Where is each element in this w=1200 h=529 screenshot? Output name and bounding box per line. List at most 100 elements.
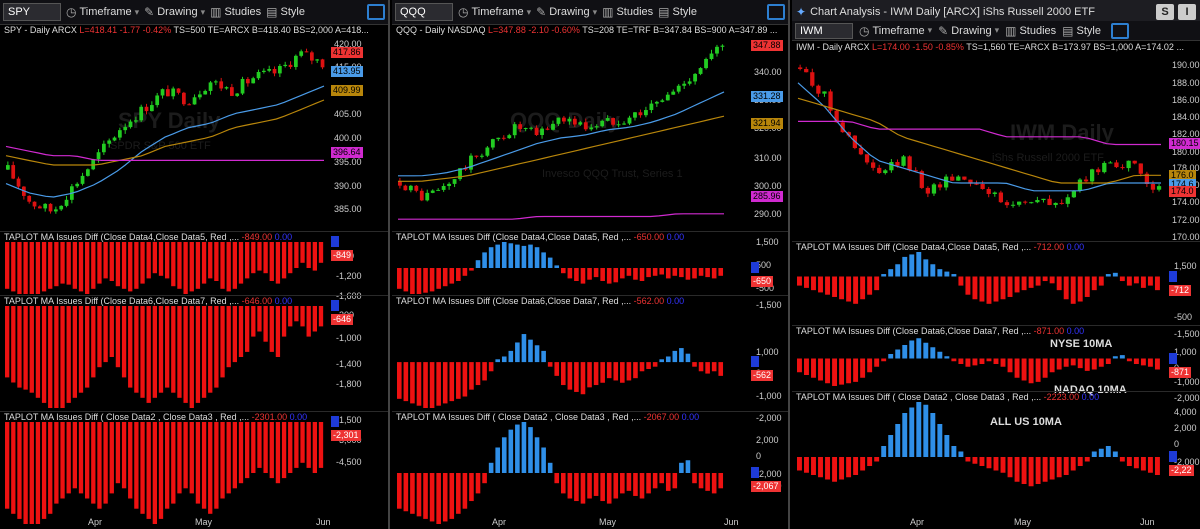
histogram-bar	[1105, 358, 1111, 364]
histogram-bar	[895, 349, 901, 359]
study-histogram[interactable]	[392, 242, 730, 304]
candle-body	[816, 85, 821, 94]
histogram-bar	[220, 422, 225, 499]
histogram-bar	[91, 242, 96, 289]
histogram-bar	[587, 268, 592, 280]
candle-body	[463, 168, 468, 170]
candle-body	[980, 184, 985, 189]
histogram-bar	[152, 422, 157, 524]
histogram-bar	[152, 306, 157, 398]
price-tick: 395.00	[334, 157, 362, 167]
chart-panel-iwm[interactable]: ✦ Chart Analysis - IWM Daily [ARCX] iShs…	[792, 0, 1200, 529]
histogram-bar	[456, 362, 461, 399]
style-button[interactable]: ▤ Style	[1062, 23, 1101, 38]
studies-button[interactable]: ▥ Studies	[602, 5, 654, 19]
study-tick: -1,400	[336, 359, 362, 369]
histogram-bar	[508, 429, 514, 473]
timeframe-button[interactable]: ◷ Timeframe ▾	[66, 5, 140, 19]
study-histogram[interactable]	[792, 336, 1167, 396]
price-chart[interactable]	[792, 52, 1167, 237]
histogram-bar	[429, 362, 435, 408]
study-histogram[interactable]	[392, 306, 730, 418]
histogram-bar	[574, 268, 579, 281]
study-tick: -1,200	[336, 271, 362, 281]
histogram-bar	[245, 242, 250, 279]
histogram-bar	[312, 306, 317, 332]
study-histogram[interactable]	[792, 252, 1167, 332]
symbol-input[interactable]	[395, 3, 453, 21]
candle-body	[840, 122, 845, 133]
symbol-input[interactable]	[3, 3, 61, 21]
drawing-button[interactable]: ✎ Drawing ▾	[536, 5, 598, 19]
price-tag: 409.99	[331, 85, 363, 96]
histogram-bar	[195, 242, 201, 289]
histogram-bar	[294, 242, 299, 268]
histogram-bar	[29, 422, 34, 524]
studies-button[interactable]: ▥ Studies	[210, 5, 262, 19]
link-i-button[interactable]: I	[1178, 4, 1196, 20]
histogram-bar	[189, 242, 194, 292]
clock-icon: ◷	[859, 23, 870, 38]
study-tick: -1,600	[336, 291, 362, 301]
histogram-bar	[397, 362, 402, 399]
style-button[interactable]: ▤ Style	[266, 5, 305, 19]
histogram-bar	[818, 358, 823, 381]
study-annotation: NADAQ 10MA	[1054, 384, 1127, 396]
histogram-bar	[201, 306, 207, 398]
study-histogram[interactable]	[792, 402, 1167, 512]
layout-icon[interactable]	[767, 4, 785, 20]
symbol-input[interactable]	[795, 22, 853, 39]
zero-marker	[331, 416, 339, 427]
drawing-button[interactable]: ✎ Drawing ▾	[938, 23, 1000, 38]
price-chart[interactable]	[392, 35, 730, 230]
histogram-bar	[48, 422, 53, 514]
study-histogram[interactable]	[0, 242, 330, 304]
candle-body	[578, 122, 583, 125]
histogram-bar	[103, 306, 108, 363]
layout-icon[interactable]	[1110, 22, 1129, 39]
histogram-bar	[692, 268, 697, 279]
histogram-bar	[846, 276, 852, 302]
histogram-bar	[275, 242, 281, 284]
candle-body	[715, 46, 719, 54]
moving-average-mid	[5, 99, 325, 166]
histogram-bar	[902, 413, 908, 457]
histogram-bar	[403, 473, 409, 512]
timeframe-button[interactable]: ◷ Timeframe ▾	[458, 5, 532, 19]
month-label: May	[599, 517, 617, 527]
study-value-tag: -2,22	[1169, 465, 1194, 476]
style-button[interactable]: ▤ Style	[658, 5, 697, 19]
link-s-button[interactable]: S	[1156, 4, 1174, 20]
candle-body	[589, 127, 594, 130]
layout-icon[interactable]	[367, 4, 385, 20]
price-chart[interactable]	[0, 35, 330, 230]
chart-panel-qqq[interactable]: ◷Timeframe▾ ✎Drawing▾ ▥Studies ▤Style QQ…	[392, 0, 790, 529]
histogram-bar	[410, 473, 415, 514]
study-histogram[interactable]	[392, 422, 730, 529]
candle-body	[123, 127, 128, 131]
candle-body	[86, 169, 90, 176]
histogram-bar	[449, 362, 455, 402]
studies-button[interactable]: ▥ Studies	[1005, 23, 1057, 38]
timeframe-button[interactable]: ◷ Timeframe ▾	[859, 23, 933, 38]
chart-panel-spy[interactable]: ◷Timeframe▾ ✎Drawing▾ ▥Studies ▤Style SP…	[0, 0, 390, 529]
histogram-bar	[1014, 276, 1020, 293]
histogram-bar	[541, 252, 546, 268]
study-header: TAPLOT MA Issues Diff (Close Data4,Close…	[396, 232, 685, 242]
drawing-button[interactable]: ✎ Drawing ▾	[144, 5, 206, 19]
histogram-bar	[951, 358, 957, 362]
histogram-bar	[993, 457, 999, 471]
study-tick: -1,000	[1174, 377, 1200, 387]
histogram-bar	[853, 276, 859, 304]
histogram-bar	[201, 242, 207, 284]
histogram-bar	[158, 242, 164, 276]
study-histogram[interactable]	[0, 422, 330, 529]
price-header: QQQ - Daily NASDAQ L=347.88 -2.10 -0.60%…	[396, 25, 778, 35]
histogram-bar	[600, 362, 605, 383]
histogram-bar	[620, 473, 625, 494]
study-histogram[interactable]	[0, 306, 330, 418]
candle-body	[600, 120, 605, 127]
month-label: May	[195, 517, 213, 527]
chevron-down-icon: ▾	[526, 6, 532, 17]
histogram-bar	[633, 268, 638, 280]
